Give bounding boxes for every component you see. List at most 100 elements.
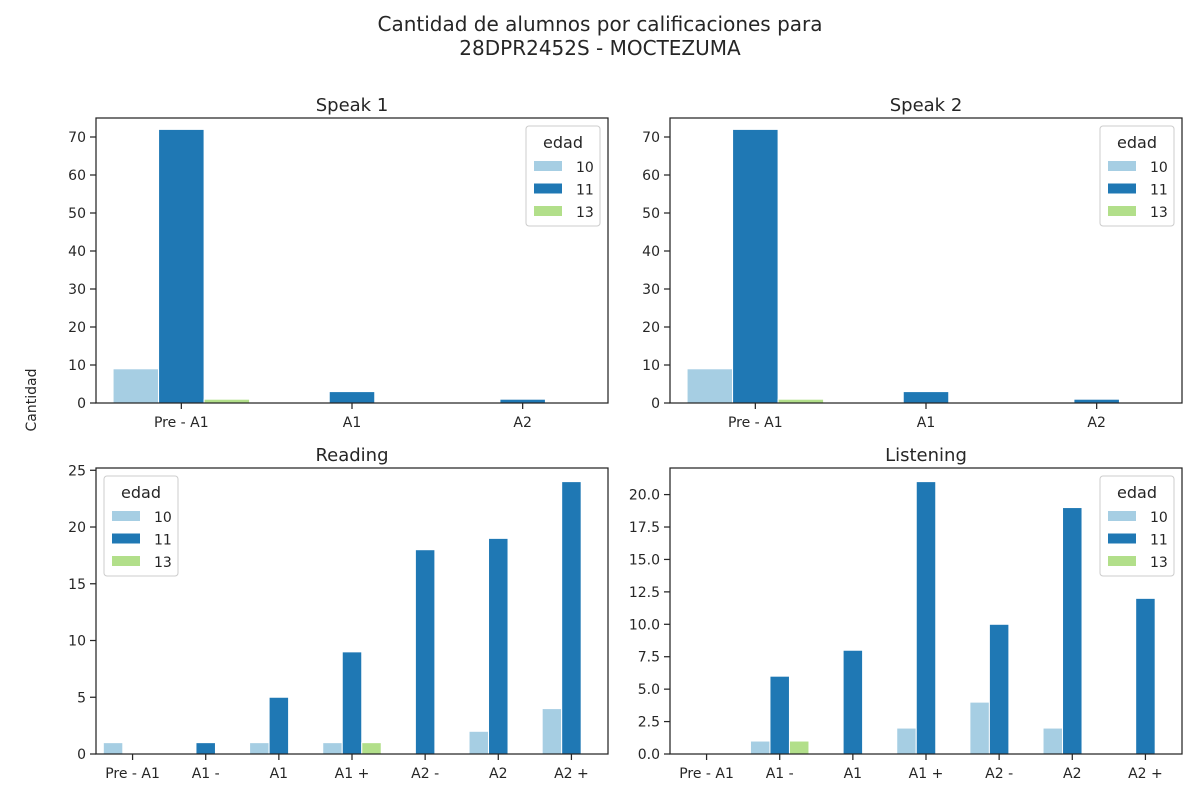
x-tick-label: A2 + xyxy=(1128,766,1163,782)
bar-10-6 xyxy=(541,708,563,755)
legend-swatch-10 xyxy=(534,161,562,171)
x-tick-label: Pre - A1 xyxy=(679,766,734,782)
x-tick-label: Pre - A1 xyxy=(154,415,209,431)
legend-label-10: 10 xyxy=(1150,510,1168,526)
legend-title: edad xyxy=(1117,133,1157,152)
x-tick-label: A1 - xyxy=(192,766,220,782)
legend: edad 10 11 13 xyxy=(1099,125,1175,227)
y-tick-label: 12.5 xyxy=(629,585,660,601)
bar-11-6 xyxy=(1135,597,1156,755)
y-tick-label: 10 xyxy=(68,634,86,650)
y-tick-label: 50 xyxy=(68,206,86,222)
legend-swatch-13 xyxy=(1108,556,1136,566)
bar-13-1 xyxy=(788,740,810,755)
figure-title-line-1: Cantidad de alumnos por calificaciones p… xyxy=(377,12,823,36)
y-tick-label: 10 xyxy=(68,358,86,374)
x-tick-label: A1 xyxy=(844,766,862,782)
legend: edad 10 11 13 xyxy=(103,475,179,577)
legend-box xyxy=(1099,125,1175,227)
legend-label-10: 10 xyxy=(576,160,594,176)
y-tick-label: 15.0 xyxy=(629,552,660,568)
y-tick-label: 20.0 xyxy=(629,488,660,504)
legend: edad 10 11 13 xyxy=(1099,475,1175,577)
legend-box xyxy=(525,125,601,227)
legend-label-13: 13 xyxy=(1150,555,1168,571)
panel-1: Pre - A1 A1 A2 0 10 20 30 40 50 60 70 Speak 2 edad 10… xyxy=(642,95,1183,431)
legend-label-10: 10 xyxy=(154,510,172,526)
figure-title: Cantidad de alumnos por calificaciones p… xyxy=(0,12,1200,60)
legend-swatch-10 xyxy=(1108,161,1136,171)
y-tick-label: 10.0 xyxy=(629,617,660,633)
bar-11-5 xyxy=(488,537,509,755)
bar-11-3 xyxy=(915,481,937,755)
x-tick-label: A1 xyxy=(270,766,288,782)
legend-swatch-10 xyxy=(1108,511,1136,521)
legend-label-11: 11 xyxy=(1150,533,1168,549)
legend-label-11: 11 xyxy=(576,183,594,199)
x-tick-label: A2 + xyxy=(554,766,589,782)
bar-11-0 xyxy=(158,128,205,404)
legend-box xyxy=(103,475,179,577)
panel-0: Pre - A1 A1 A2 0 10 20 30 40 50 60 70 Speak 1 edad 10… xyxy=(68,95,609,431)
y-tick-label: 10 xyxy=(642,358,660,374)
bar-11-2 xyxy=(268,696,290,755)
legend-title: edad xyxy=(1117,483,1157,502)
bar-10-2 xyxy=(249,742,270,755)
y-tick-label: 2.5 xyxy=(638,715,660,731)
x-tick-label: A1 + xyxy=(335,766,370,782)
legend-box xyxy=(1099,475,1175,577)
y-tick-label: 15 xyxy=(68,577,86,593)
y-tick-label: 60 xyxy=(68,168,86,184)
bar-10-0 xyxy=(686,368,734,404)
legend-swatch-11 xyxy=(1108,183,1136,194)
y-tick-label: 5.0 xyxy=(638,682,660,698)
legend-label-11: 11 xyxy=(154,533,172,549)
bar-10-3 xyxy=(896,727,917,755)
legend-label-11: 11 xyxy=(1150,183,1168,199)
x-tick-label: A2 xyxy=(1063,766,1081,782)
y-tick-label: 70 xyxy=(68,130,86,146)
x-tick-label: A1 + xyxy=(909,766,944,782)
panel-title: Speak 2 xyxy=(890,95,963,116)
bar-11-1 xyxy=(902,391,950,404)
y-tick-label: 60 xyxy=(642,168,660,184)
figure-title-line-2: 28DPR2452S - MOCTEZUMA xyxy=(459,36,741,60)
x-tick-label: A2 xyxy=(513,415,531,431)
y-tick-label: 30 xyxy=(642,282,660,298)
y-tick-label: 25 xyxy=(68,463,86,479)
y-tick-label: 5 xyxy=(77,690,86,706)
bar-11-1 xyxy=(769,675,790,755)
bar-11-5 xyxy=(1062,507,1083,755)
bar-11-0 xyxy=(732,128,779,404)
bar-10-0 xyxy=(112,368,160,404)
bar-11-4 xyxy=(988,623,1010,755)
bar-13-3 xyxy=(361,742,382,755)
bar-11-1 xyxy=(328,391,376,404)
x-tick-label: A1 - xyxy=(766,766,794,782)
x-tick-label: A2 - xyxy=(411,766,439,782)
y-tick-label: 20 xyxy=(68,520,86,536)
legend-swatch-11 xyxy=(112,533,140,544)
y-tick-label: 17.5 xyxy=(629,520,660,536)
bar-11-3 xyxy=(341,651,363,755)
x-tick-label: Pre - A1 xyxy=(105,766,160,782)
bar-11-1 xyxy=(195,742,216,755)
y-tick-label: 7.5 xyxy=(638,650,660,666)
bar-10-5 xyxy=(468,730,490,755)
panel-title: Listening xyxy=(885,445,967,466)
legend-label-10: 10 xyxy=(1150,160,1168,176)
x-tick-label: A2 - xyxy=(985,766,1013,782)
legend-label-13: 13 xyxy=(576,205,594,221)
legend-swatch-13 xyxy=(1108,206,1136,216)
bar-11-4 xyxy=(414,549,436,755)
legend-swatch-13 xyxy=(112,556,140,566)
x-tick-label: A1 xyxy=(343,415,361,431)
legend-swatch-11 xyxy=(534,183,562,194)
y-tick-label: 70 xyxy=(642,130,660,146)
bar-10-0 xyxy=(102,742,124,755)
y-tick-label: 0 xyxy=(651,396,660,412)
legend-label-13: 13 xyxy=(1150,205,1168,221)
y-tick-label: 0.0 xyxy=(638,747,660,763)
y-tick-label: 30 xyxy=(68,282,86,298)
